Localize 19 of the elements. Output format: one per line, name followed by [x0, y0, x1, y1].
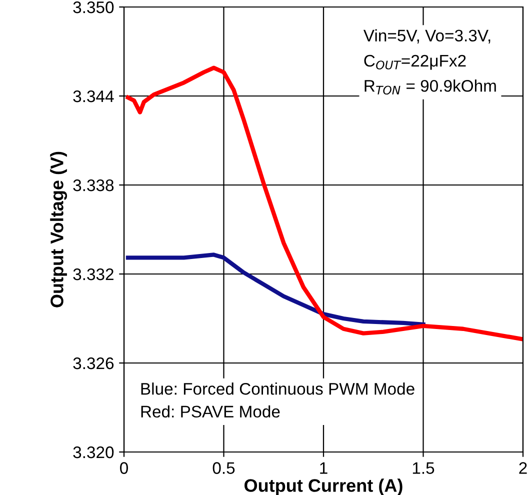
annotation: R$_{TON}$ = 90.9kOhm — [364, 80, 496, 95]
y-tick-label: 3.326 — [73, 357, 114, 370]
y-tick-label: 3.320 — [73, 446, 114, 458]
x-tick-label: 0.5 — [212, 462, 235, 474]
annotation: Vin=5V, Vo=3.3V, — [363, 29, 490, 44]
annotation: C$_{OUT}$=22μFx2 — [364, 54, 466, 70]
y-tick-label: 3.332 — [73, 268, 114, 280]
y-axis-title: Output Voltage (V) — [50, 152, 68, 308]
x-tick-label: 1.5 — [412, 462, 434, 474]
y-tick-label: 3.338 — [73, 179, 114, 192]
y-tick-label: 3.350 — [73, 1, 114, 14]
x-tick-label: 2 — [519, 462, 527, 474]
annotation: Blue: Forced Continuous PWM Mode — [141, 382, 414, 395]
x-tick-label: 1 — [320, 462, 328, 474]
y-tick-label: 3.344 — [73, 90, 114, 102]
x-tick-label: 0 — [120, 462, 128, 474]
x-axis-title: Output Current (A) — [244, 478, 402, 495]
line-series — [126, 252, 426, 327]
annotation: Red: PSAVE Mode — [141, 405, 280, 418]
